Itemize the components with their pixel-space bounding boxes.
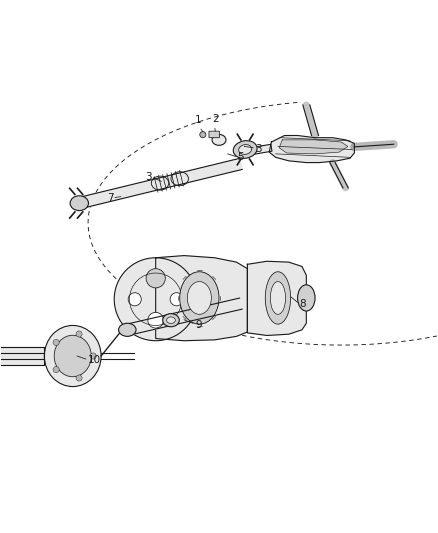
Circle shape [128,293,141,306]
Text: 8: 8 [299,298,306,309]
Text: 5: 5 [237,152,244,163]
Ellipse shape [119,323,136,336]
Text: 1: 1 [195,116,201,125]
Ellipse shape [239,144,252,155]
Circle shape [146,269,165,288]
Circle shape [170,293,183,306]
Polygon shape [155,256,247,341]
Ellipse shape [265,272,290,324]
Circle shape [200,132,206,138]
Text: 2: 2 [212,114,219,124]
Circle shape [114,258,197,341]
Polygon shape [247,261,306,335]
FancyBboxPatch shape [209,131,219,138]
Ellipse shape [187,281,212,314]
Text: 10: 10 [88,356,101,365]
Text: 9: 9 [195,320,201,329]
Ellipse shape [166,317,175,324]
Ellipse shape [54,335,91,377]
Circle shape [53,340,59,345]
Ellipse shape [70,196,88,211]
Polygon shape [279,140,348,154]
Circle shape [90,353,96,359]
Circle shape [76,375,82,381]
Ellipse shape [44,326,101,386]
Text: 3: 3 [145,172,151,182]
Text: 7: 7 [107,192,113,203]
Text: 3: 3 [255,143,262,154]
Polygon shape [269,135,354,163]
Ellipse shape [297,285,315,311]
Circle shape [76,331,82,337]
Polygon shape [126,298,242,335]
Ellipse shape [270,281,286,314]
Polygon shape [78,158,242,209]
Ellipse shape [233,141,257,158]
Ellipse shape [212,134,226,146]
FancyArrow shape [240,144,272,156]
Polygon shape [0,348,44,365]
Ellipse shape [162,313,179,327]
Ellipse shape [180,272,219,324]
Circle shape [53,367,59,373]
Circle shape [148,312,163,328]
